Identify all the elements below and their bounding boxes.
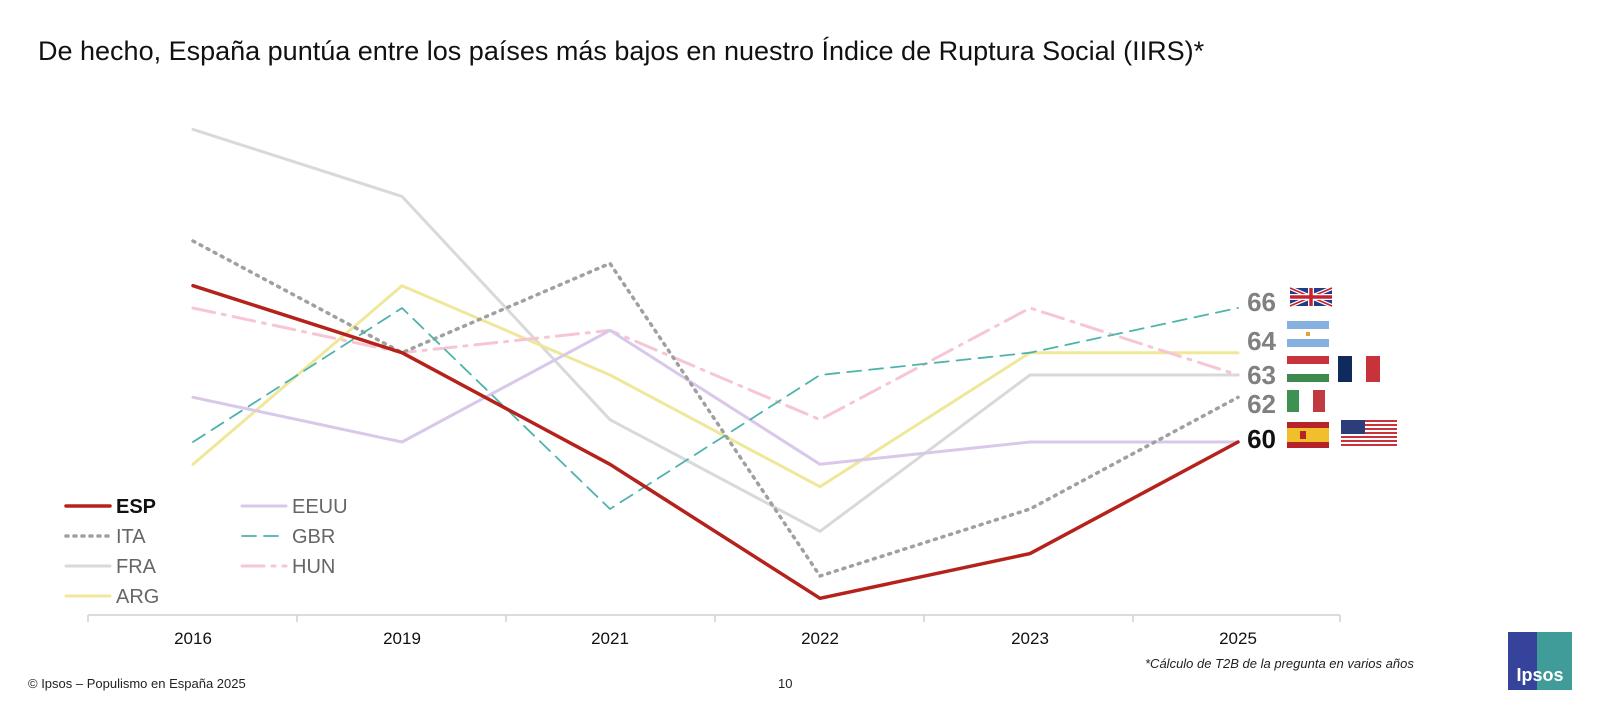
- source-footer: © Ipsos – Populismo en España 2025: [28, 676, 246, 691]
- esp-flag: [1287, 422, 1329, 448]
- hun-flag: [1287, 356, 1329, 382]
- legend-label-hun: HUN: [292, 556, 335, 578]
- usa-flag: [1341, 420, 1397, 448]
- ipsos-logo: Ipsos: [1508, 632, 1572, 690]
- x-tick-label: 2025: [1219, 629, 1257, 648]
- series-line-arg: [191, 284, 1240, 489]
- series-line-gbr: [192, 307, 1239, 510]
- legend-label-fra: FRA: [116, 556, 157, 578]
- end-value-label: 64: [1247, 326, 1276, 356]
- page-title: De hecho, España puntúa entre los países…: [38, 36, 1205, 66]
- footnote: *Cálculo de T2B de la pregunta en varios…: [1145, 656, 1414, 671]
- x-tick-label: 2021: [591, 629, 629, 648]
- series-line-esp: [191, 283, 1240, 601]
- x-tick-label: 2019: [383, 629, 421, 648]
- x-tick-label: 2016: [174, 629, 212, 648]
- legend-label-gbr: GBR: [292, 526, 335, 548]
- end-value-label: 60: [1247, 424, 1276, 454]
- series-line-eeuu: [191, 328, 1240, 466]
- end-value-label: 66: [1247, 287, 1276, 317]
- end-value-label: 63: [1247, 360, 1276, 390]
- end-value-label: 62: [1247, 389, 1276, 419]
- series-line-hun: [191, 306, 1240, 422]
- ita-flag: [1287, 390, 1325, 412]
- x-tick-label: 2022: [801, 629, 839, 648]
- x-tick-label: 2023: [1011, 629, 1049, 648]
- fra-flag: [1338, 356, 1380, 382]
- page-number: 10: [778, 676, 793, 691]
- legend-label-arg: ARG: [116, 586, 159, 608]
- gbr-flag: [1289, 286, 1333, 308]
- legend-label-ita: ITA: [116, 526, 146, 548]
- legend-label-eeuu: EEUU: [292, 496, 348, 518]
- legend-label-esp: ESP: [116, 496, 156, 518]
- series-line-fra: [191, 127, 1240, 533]
- series-line-ita: [191, 239, 1240, 578]
- arg-flag: [1287, 321, 1329, 347]
